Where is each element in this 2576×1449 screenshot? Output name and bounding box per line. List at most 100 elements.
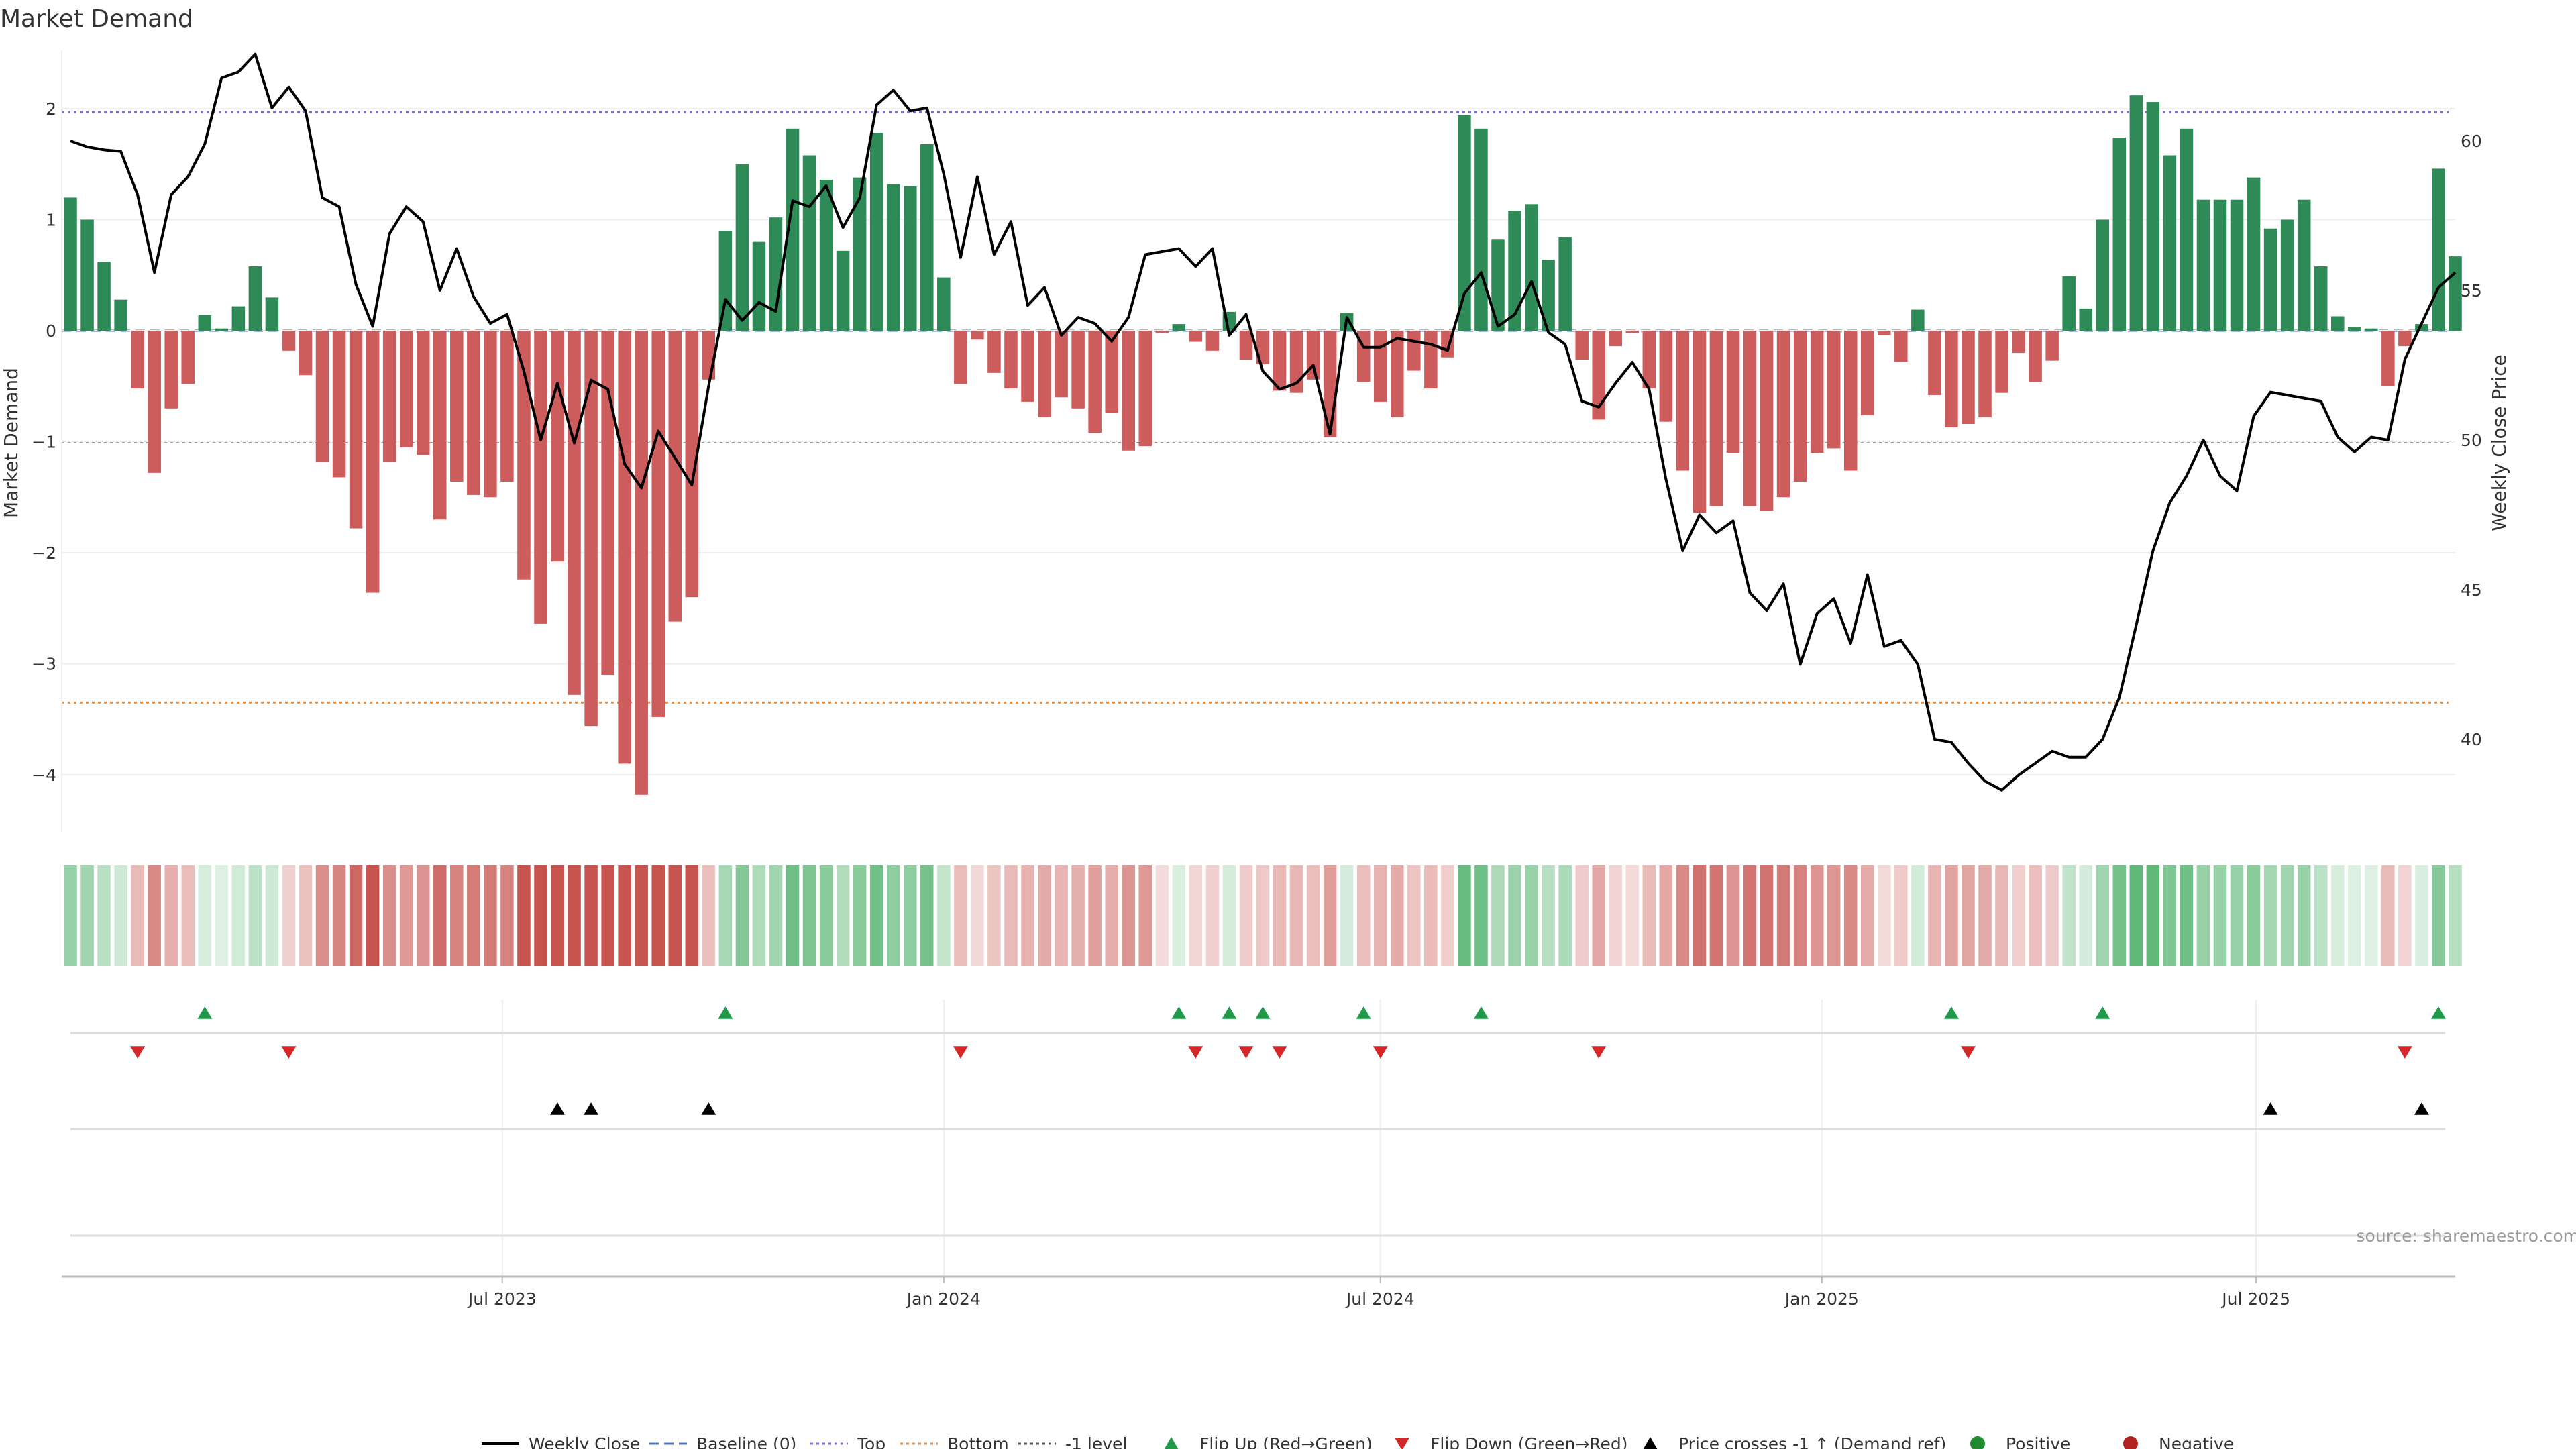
heat-cell	[282, 865, 296, 966]
heat-cell	[1911, 865, 1925, 966]
legend-item-positive_dot: Positive	[1970, 1434, 2070, 1449]
demand-bar	[2449, 256, 2462, 331]
demand-bar	[2263, 228, 2277, 331]
heat-cell	[702, 865, 716, 966]
demand-bar	[2196, 199, 2210, 331]
y2-tick-label: 45	[2461, 580, 2482, 600]
heat-cell	[869, 865, 883, 966]
demand-bar	[819, 179, 833, 331]
cross-up-marker	[2263, 1102, 2278, 1115]
demand-bar	[1306, 331, 1320, 380]
heat-cell	[903, 865, 917, 966]
y-tick-label: 0	[46, 321, 56, 341]
heat-cell	[668, 865, 682, 966]
heat-cell	[1609, 865, 1623, 966]
heat-cell	[752, 865, 766, 966]
demand-bar	[1323, 331, 1337, 437]
heat-cell	[1088, 865, 1102, 966]
flip-up-marker	[1473, 1006, 1489, 1019]
legend-swatch-triangle-up	[1164, 1437, 1179, 1449]
flip-up-marker	[1943, 1006, 1959, 1019]
demand-bar	[2129, 95, 2143, 331]
heat-cell	[2449, 865, 2462, 966]
demand-bar	[282, 331, 296, 351]
legend-label: Price crosses -1 ↑ (Demand ref)	[1678, 1434, 1946, 1449]
flip-up-marker	[1222, 1006, 1237, 1019]
demand-bar	[1776, 331, 1790, 498]
heat-cell	[1189, 865, 1203, 966]
heat-cell	[584, 865, 598, 966]
legend-item-negative_dot: Negative	[2123, 1434, 2234, 1449]
event-markers	[130, 1006, 2446, 1115]
demand-bar	[651, 331, 665, 717]
demand-bar	[1474, 128, 1488, 331]
demand-bar	[265, 297, 279, 331]
demand-bar	[1391, 331, 1404, 418]
demand-bar	[2213, 199, 2227, 331]
heat-cell	[299, 865, 313, 966]
tick-labels: Jul 2023 Jan 2024 Jul 2024 Jan 2025 Jul 2025…	[32, 99, 2482, 1309]
heat-cell	[551, 865, 564, 966]
demand-bar	[1172, 324, 1186, 331]
demand-bar	[601, 331, 614, 676]
heat-cell	[2230, 865, 2244, 966]
demand-bar	[1508, 211, 1521, 331]
heat-cell	[1491, 865, 1505, 966]
demand-bar	[198, 315, 212, 331]
flip-up-marker	[1356, 1006, 1371, 1019]
legend-item-baseline: Baseline (0)	[649, 1434, 796, 1449]
heat-cell	[2180, 865, 2194, 966]
demand-bar	[315, 331, 329, 462]
y-tick-label: 2	[46, 99, 56, 119]
heat-cell	[1743, 865, 1757, 966]
flip-down-marker	[1591, 1046, 1607, 1059]
legend-item-cross: Price crosses -1 ↑ (Demand ref)	[1643, 1434, 1946, 1449]
heat-cell	[2012, 865, 2025, 966]
heat-cell	[114, 865, 127, 966]
demand-bar	[1995, 331, 2008, 393]
demand-bar	[735, 164, 749, 331]
heat-cell	[2146, 865, 2160, 966]
legend-label: -1 level	[1065, 1434, 1127, 1449]
demand-bar	[584, 331, 598, 727]
heat-cell	[1776, 865, 1790, 966]
demand-bar	[937, 277, 951, 331]
heat-cell	[1055, 865, 1068, 966]
demand-bar	[1878, 331, 1891, 335]
heat-cell	[1508, 865, 1521, 966]
demand-bar	[1709, 331, 1723, 506]
heat-cell	[366, 865, 380, 966]
heat-cell	[2330, 865, 2345, 966]
x-tick-label: Jan 2024	[906, 1289, 981, 1309]
demand-bar	[2112, 138, 2127, 331]
demand-bar	[131, 331, 144, 389]
y2-axis-label: Weekly Close Price	[2488, 354, 2510, 531]
heat-cell	[971, 865, 984, 966]
legend-item-flip_up: Flip Up (Red→Green)	[1164, 1434, 1373, 1449]
heat-cell	[2096, 865, 2110, 966]
cross-up-marker	[550, 1102, 566, 1115]
heat-cell	[802, 865, 816, 966]
price-line-group	[70, 52, 2457, 792]
y-tick-label: −4	[32, 765, 56, 785]
demand-bar	[1642, 331, 1656, 389]
heat-cell	[2112, 865, 2127, 966]
demand-bar	[148, 331, 161, 473]
heat-cell	[853, 865, 867, 966]
demand-bar	[2432, 168, 2445, 331]
demand-bar	[1491, 239, 1505, 331]
cross-up-marker	[584, 1102, 599, 1115]
flip-up-marker	[197, 1006, 213, 1019]
heat-cell	[80, 865, 94, 966]
heat-cell	[450, 865, 464, 966]
heat-cell	[1592, 865, 1605, 966]
heat-cell	[1810, 865, 1824, 966]
demand-bar	[450, 331, 464, 482]
demand-bar	[987, 331, 1001, 373]
heat-cell	[2297, 865, 2311, 966]
demand-bar	[1894, 331, 1908, 362]
legend-item-price: Weekly Close	[482, 1434, 640, 1449]
legend-swatch-dot	[1970, 1436, 1985, 1449]
heat-cell	[1525, 865, 1538, 966]
